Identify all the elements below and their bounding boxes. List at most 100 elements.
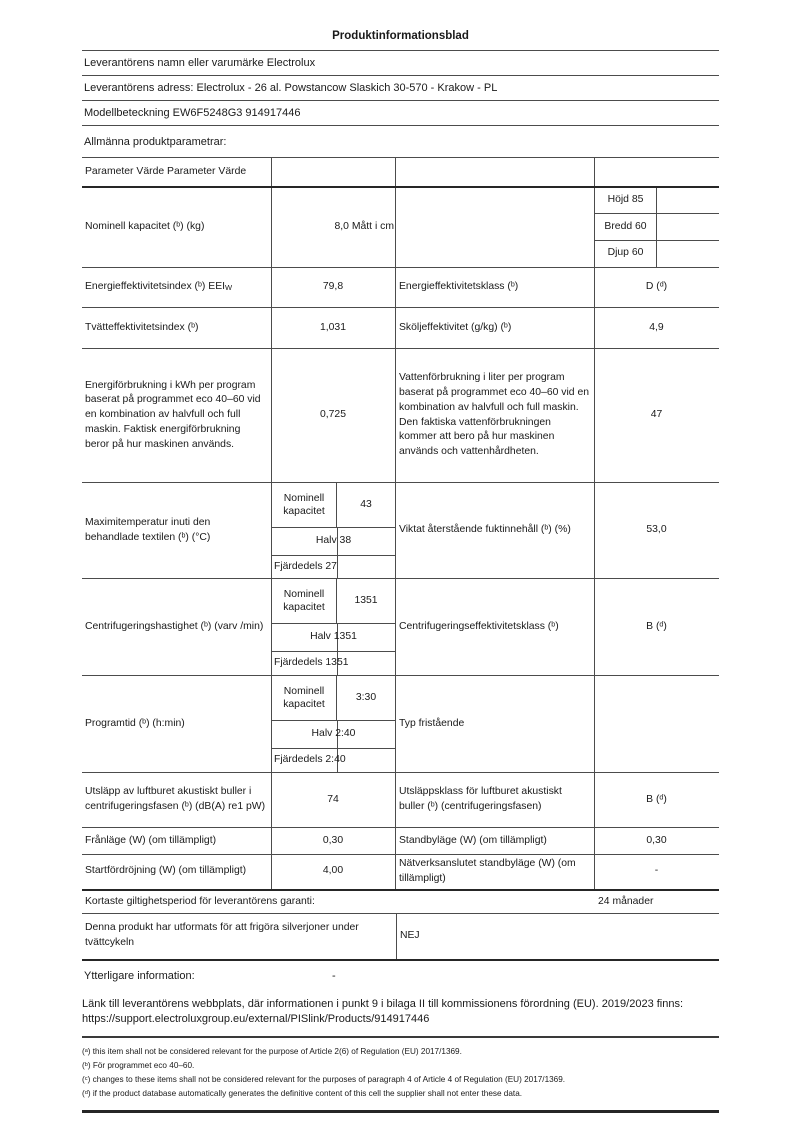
duration-label: Programtid (ᵇ) (h:min) xyxy=(82,676,272,772)
supplier-address-row: Leverantörens adress: Electrolux - 26 al… xyxy=(82,76,719,101)
rinse-value: 4,9 xyxy=(649,321,664,333)
delay-start-value: 4,00 xyxy=(272,855,396,889)
row-delay-start: Startfördröjning (W) (om tillämpligt) 4,… xyxy=(82,855,719,891)
silver-ions-value: NEJ xyxy=(396,913,719,959)
nested-nominal-value: 43 xyxy=(360,498,372,510)
nested-row-half: Halv 38 xyxy=(272,528,395,556)
water-consumption-value: 47 xyxy=(650,409,663,421)
footnote-c: (ᶜ) changes to these items shall not be … xyxy=(82,1075,566,1085)
standby-label: Standbyläge (W) (om tillämpligt) xyxy=(396,828,595,854)
residual-moisture-label: Viktat återstående fuktinnehåll (ᵇ) (%) xyxy=(396,483,595,578)
duration-nested-cell: Nominell kapacitet 3:30 Halv 2:40 Fjärde… xyxy=(272,676,396,772)
water-consumption-label: Vattenförbrukning i liter per program ba… xyxy=(396,349,595,482)
nested-half-value: Halv 1351 xyxy=(310,631,357,643)
nested-quarter-value: Fjärdedels 1351 xyxy=(274,657,349,669)
nested-nominal-label: Nominell kapacitet xyxy=(272,579,337,623)
nested-row-quarter: Fjärdedels 2:40 xyxy=(272,749,395,772)
empty-cell xyxy=(396,188,595,267)
silver-ions-label: Denna produkt har utformats för att frig… xyxy=(85,922,359,949)
row-off-mode: Frånläge (W) (om tillämpligt) 0,30 Stand… xyxy=(82,828,719,855)
eei-value: 79,8 xyxy=(272,268,396,307)
empty-cell xyxy=(657,188,719,213)
eei-label-text: Energieffektivitetsindex (ᵇ) EEI xyxy=(85,281,226,293)
row-nominal-capacity: Nominell kapacitet (ᵇ) (kg) 8,0 Mått i c… xyxy=(82,188,719,268)
networked-standby-value: - xyxy=(654,865,659,877)
footnote-a: (ᵃ) this item shall not be considered re… xyxy=(82,1047,462,1057)
delay-start-label: Startfördröjning (W) (om tillämpligt) xyxy=(82,855,272,889)
dimension-height: Höjd 85 xyxy=(595,188,657,214)
standby-value: 0,30 xyxy=(646,834,667,846)
max-temp-grid: Nominell kapacitet 43 Halv 38 Fjärdedels… xyxy=(272,483,395,578)
noise-class-label: Utsläppsklass för luftburet akustiskt bu… xyxy=(396,773,595,827)
energy-consumption-value: 0,725 xyxy=(272,349,396,482)
energy-class-label: Energieffektivitetsklass (ᵇ) xyxy=(396,268,595,307)
spin-speed-label: Centrifugeringshastighet (ᵇ) (varv /min) xyxy=(82,579,272,675)
warranty-label: Kortaste giltighetsperiod för leverantör… xyxy=(85,896,315,908)
nested-nominal-label: Nominell kapacitet xyxy=(272,483,337,527)
noise-value: 74 xyxy=(272,773,396,827)
rinse-label: Sköljeffektivitet (g/kg) (ᵇ) xyxy=(396,308,595,348)
nested-quarter-value: Fjärdedels 27 xyxy=(274,560,337,572)
wash-index-value: 1,031 xyxy=(272,308,396,348)
footnotes: (ᵃ) this item shall not be considered re… xyxy=(82,1038,719,1114)
nested-nominal-value: 3:30 xyxy=(355,691,377,703)
row-consumption: Energiförbrukning i kWh per program base… xyxy=(82,349,719,483)
row-programme-duration: Programtid (ᵇ) (h:min) Nominell kapacite… xyxy=(82,676,719,773)
off-mode-value: 0,30 xyxy=(272,828,396,854)
spin-class-value: B (ᵈ) xyxy=(646,620,667,632)
residual-moisture-value: 53,0 xyxy=(646,524,667,536)
dimension-row-depth: Djup 60 xyxy=(595,240,719,267)
nested-row-quarter: Fjärdedels 1351 xyxy=(272,652,395,675)
spin-speed-nested-cell: Nominell kapacitet 1351 Halv 1351 Fjärde… xyxy=(272,579,396,675)
nested-half-value: Halv 38 xyxy=(315,535,352,547)
nested-nominal-value: 1351 xyxy=(354,594,378,606)
networked-standby-label: Nätverksanslutet standbyläge (W) (om til… xyxy=(396,855,595,889)
footnote-b: (ᵇ) För programmet eco 40–60. xyxy=(82,1061,195,1071)
nested-quarter-value: Fjärdedels 2:40 xyxy=(274,754,346,766)
capacity-value: 8,0 Mått i cm xyxy=(272,188,396,267)
nested-row-half: Halv 1351 xyxy=(272,624,395,652)
empty-cell xyxy=(595,158,719,186)
nested-row-nominal: Nominell kapacitet 43 xyxy=(272,483,395,528)
nested-row-nominal: Nominell kapacitet 3:30 xyxy=(272,676,395,721)
nested-row-quarter: Fjärdedels 27 xyxy=(272,556,395,578)
nested-half-value: Halv 2:40 xyxy=(311,728,356,740)
type-label: Typ fristående xyxy=(396,676,595,772)
additional-info-value: - xyxy=(332,970,336,983)
energy-class-value: D (ᵈ) xyxy=(645,281,668,293)
empty-cell xyxy=(657,241,719,267)
footnote-d: (ᵈ) if the product database automaticall… xyxy=(82,1089,523,1099)
product-information-sheet: Produktinformationsblad Leverantörens na… xyxy=(82,0,719,1114)
duration-grid: Nominell kapacitet 3:30 Halv 2:40 Fjärde… xyxy=(272,676,395,772)
page-title: Produktinformationsblad xyxy=(82,0,719,51)
capacity-label: Nominell kapacitet (ᵇ) (kg) xyxy=(82,188,272,267)
row-spin-speed: Centrifugeringshastighet (ᵇ) (varv /min)… xyxy=(82,579,719,676)
nested-row-half: Halv 2:40 xyxy=(272,721,395,749)
nested-nominal-label: Nominell kapacitet xyxy=(272,676,337,720)
link-block: Länk till leverantörens webbplats, där i… xyxy=(82,992,719,1039)
empty-cell xyxy=(595,676,719,772)
spin-speed-grid: Nominell kapacitet 1351 Halv 1351 Fjärde… xyxy=(272,579,395,675)
supplier-name-row: Leverantörens namn eller varumärke Elect… xyxy=(82,51,719,76)
spin-class-label: Centrifugeringseffektivitetsklass (ᵇ) xyxy=(396,579,595,675)
table-header-label: Parameter Värde Parameter Värde xyxy=(82,158,272,186)
eei-label: Energieffektivitetsindex (ᵇ) EEI W xyxy=(82,268,272,307)
table-header-row: Parameter Värde Parameter Värde xyxy=(82,158,719,188)
row-acoustic-noise: Utsläpp av luftburet akustiskt buller i … xyxy=(82,773,719,828)
parameters-table: Parameter Värde Parameter Värde Nominell… xyxy=(82,157,719,961)
off-mode-label: Frånläge (W) (om tillämpligt) xyxy=(82,828,272,854)
row-washing-efficiency: Tvätteffektivitetsindex (ᵇ) 1,031 Skölje… xyxy=(82,308,719,349)
empty-cell xyxy=(657,214,719,239)
noise-class-value: B (ᵈ) xyxy=(646,793,667,805)
additional-info-row: Ytterligare information: - xyxy=(82,961,719,992)
energy-consumption-label: Energiförbrukning i kWh per program base… xyxy=(82,349,272,482)
dimension-width: Bredd 60 xyxy=(595,214,657,240)
dimension-row-width: Bredd 60 xyxy=(595,214,719,241)
supplier-website-link[interactable]: https://support.electroluxgroup.eu/exter… xyxy=(82,1013,430,1026)
link-intro: Länk till leverantörens webbplats, där i… xyxy=(82,997,684,1010)
row-warranty: Kortaste giltighetsperiod för leverantör… xyxy=(82,891,719,914)
max-temp-nested-cell: Nominell kapacitet 43 Halv 38 Fjärdedels… xyxy=(272,483,396,578)
wash-index-label: Tvätteffektivitetsindex (ᵇ) xyxy=(82,308,272,348)
additional-info-label: Ytterligare information: xyxy=(84,970,195,983)
dimension-row-height: Höjd 85 xyxy=(595,188,719,215)
